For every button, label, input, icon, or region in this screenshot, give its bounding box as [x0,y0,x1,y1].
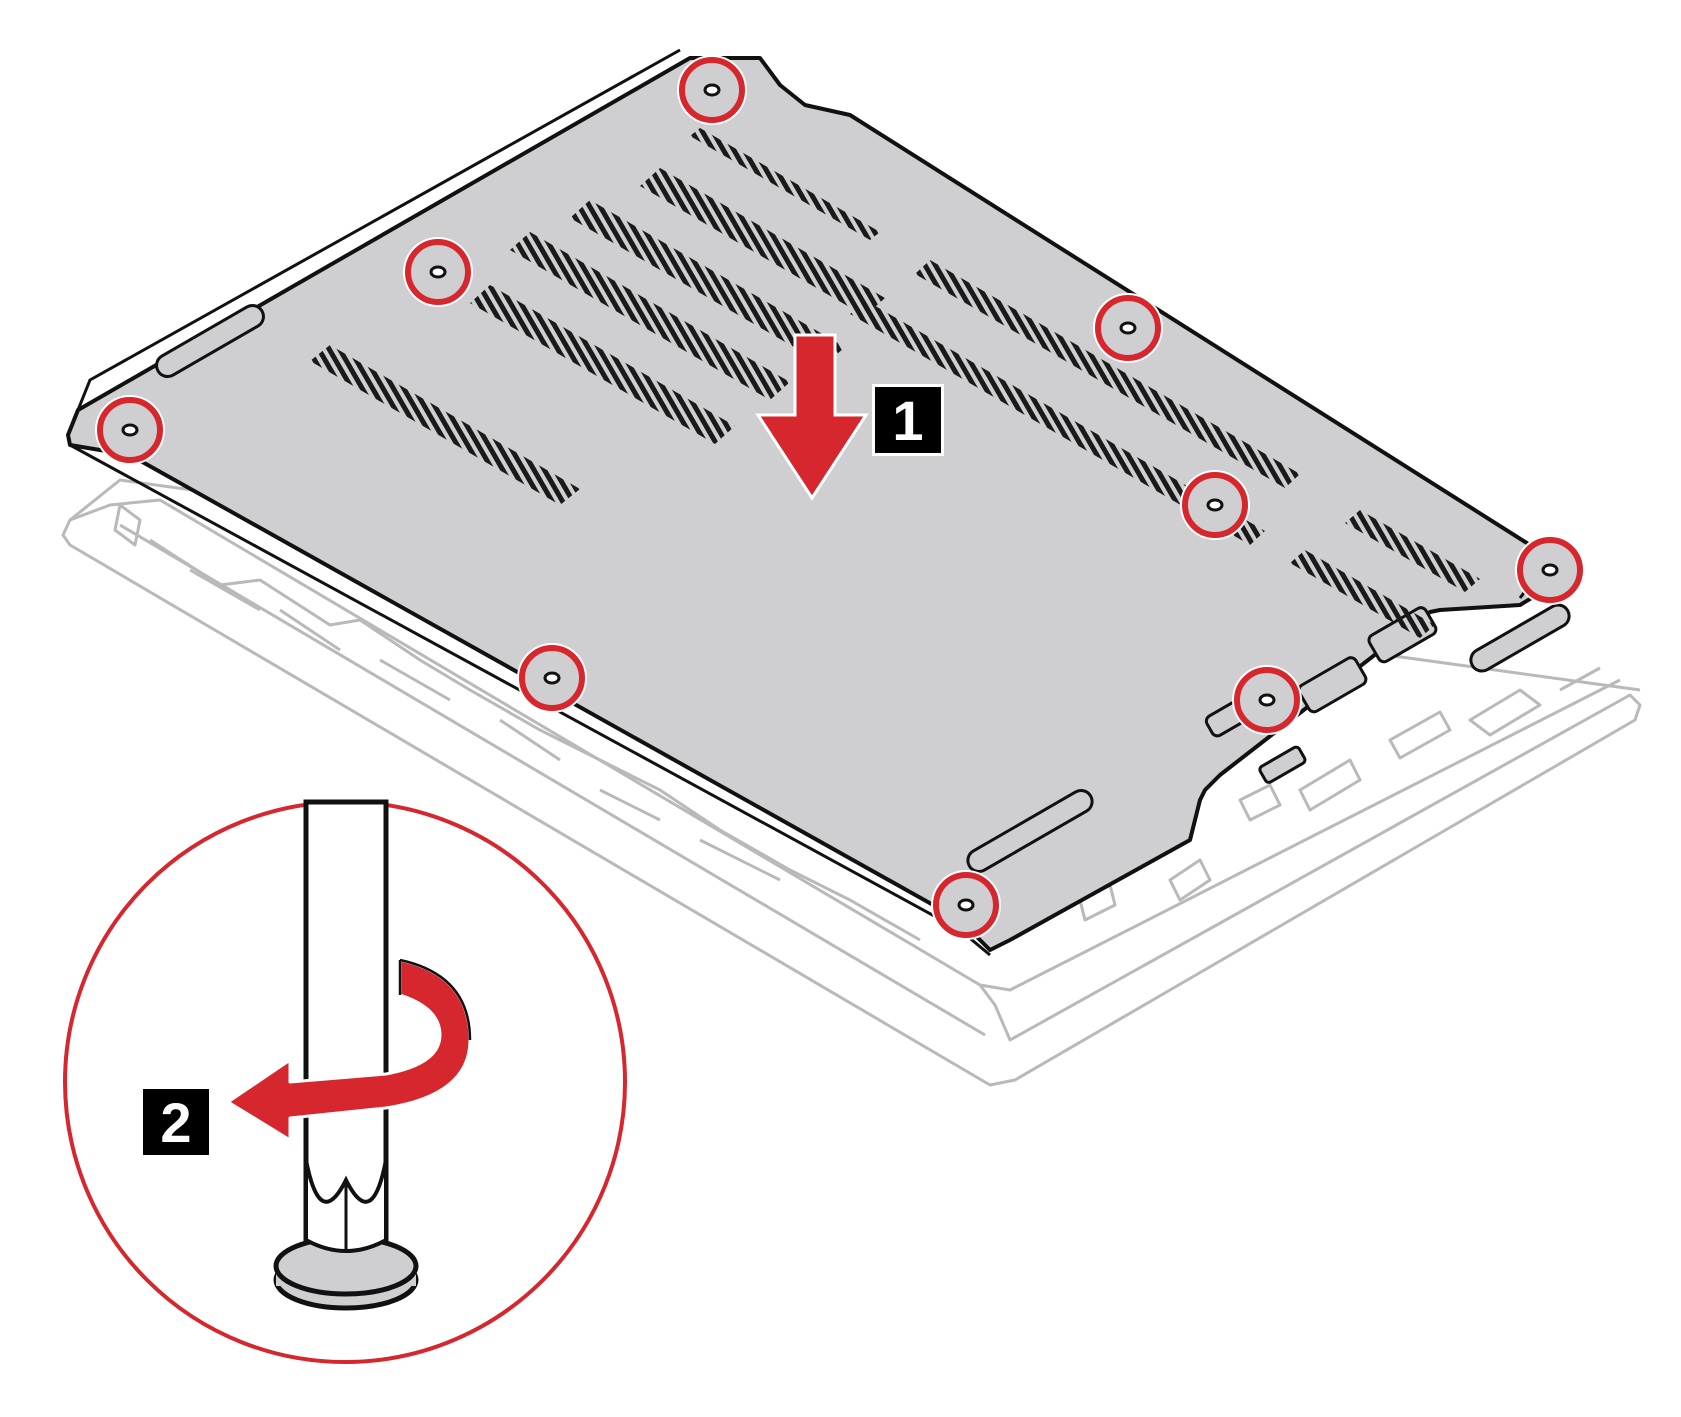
screw-callout-icon [677,55,747,125]
laptop-base-outline [61,478,1642,1087]
screw-callout-icon [1232,665,1302,735]
screw-callout-icon [517,643,587,713]
magnified-screw-inset [63,799,627,1364]
vent-grilles [310,128,1480,638]
counterclockwise-arrow-icon [226,958,472,1142]
screw-callout-icon [931,870,1001,940]
screw-callout-icon [1093,293,1163,363]
screw-callouts [95,55,1585,940]
screwdriver-icon [273,799,419,1311]
screw-callout-icon [1180,470,1250,540]
step-2-badge: 2 [140,1086,212,1158]
screw-callout-icon [403,237,473,307]
down-arrow-icon [755,333,869,501]
screw-callout-icon [1515,535,1585,605]
step-1-badge: 1 [872,384,944,456]
screw-callout-icon [95,395,165,465]
